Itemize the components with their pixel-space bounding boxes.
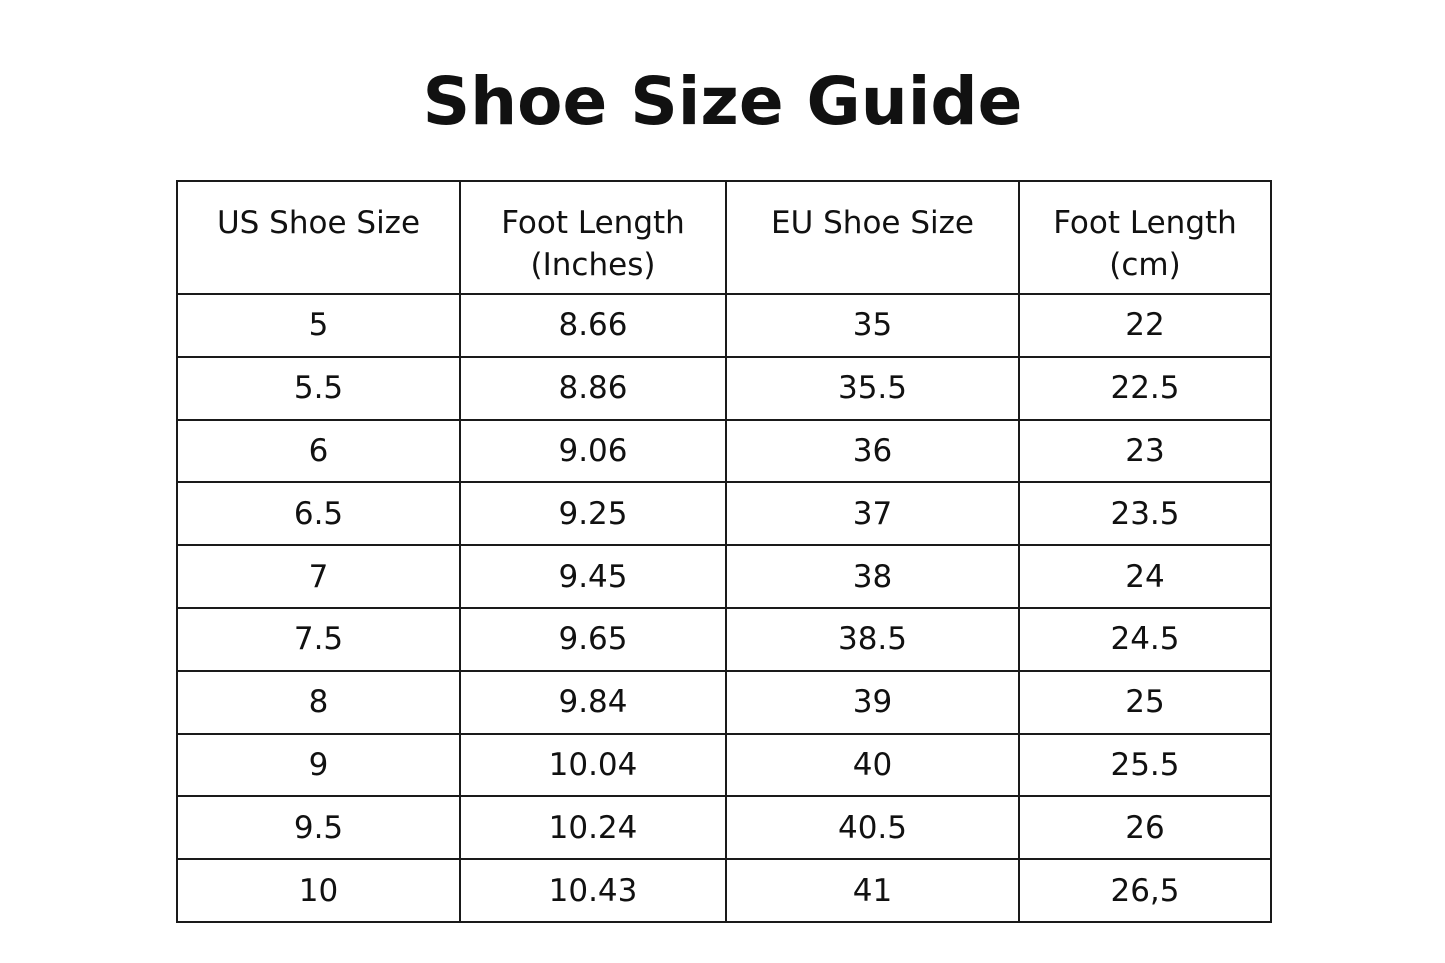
table-cell: 35 — [725, 293, 1020, 358]
table-cell: 9.84 — [459, 669, 727, 735]
shoe-size-table: US Shoe Size Foot Length (Inches) EU Shoe … — [176, 180, 1272, 923]
table-cell: 9.45 — [459, 544, 727, 609]
table-row: 6.5 9.25 37 23.5 — [176, 481, 1272, 547]
column-header: EU Shoe Size — [725, 180, 1020, 295]
table-cell: 7 — [176, 544, 461, 609]
table-row: 7.5 9.65 38.5 24.5 — [176, 606, 1272, 672]
table-row: 6 9.06 36 23 — [176, 418, 1272, 484]
table-cell: 5.5 — [176, 355, 461, 421]
table-cell: 10 — [176, 858, 461, 923]
table-cell: 9.65 — [459, 606, 727, 672]
table-cell: 5 — [176, 293, 461, 358]
table-cell: 7.5 — [176, 606, 461, 672]
table-cell: 9.25 — [459, 481, 727, 547]
table-cell: 10.04 — [459, 732, 727, 798]
table-cell: 24.5 — [1018, 606, 1272, 672]
table-cell: 10.43 — [459, 858, 727, 923]
table-row: 9 10.04 40 25.5 — [176, 732, 1272, 798]
table-cell: 9.5 — [176, 795, 461, 861]
column-header: Foot Length (cm) — [1018, 180, 1272, 295]
table-cell: 8.66 — [459, 293, 727, 358]
table-cell: 26 — [1018, 795, 1272, 861]
table-row: 5 8.66 35 22 — [176, 293, 1272, 358]
table-cell: 6 — [176, 418, 461, 484]
header-row: US Shoe Size Foot Length (Inches) EU Shoe … — [176, 180, 1272, 295]
table-cell: 40.5 — [725, 795, 1020, 861]
table-cell: 36 — [725, 418, 1020, 484]
table-row: 8 9.84 39 25 — [176, 669, 1272, 735]
table-cell: 9.06 — [459, 418, 727, 484]
table-cell: 35.5 — [725, 355, 1020, 421]
table-cell: 23.5 — [1018, 481, 1272, 547]
column-header: Foot Length (Inches) — [459, 180, 727, 295]
table-cell: 8 — [176, 669, 461, 735]
table-cell: 38 — [725, 544, 1020, 609]
table-cell: 22.5 — [1018, 355, 1272, 421]
table-cell: 25.5 — [1018, 732, 1272, 798]
table-cell: 9 — [176, 732, 461, 798]
table-row: 10 10.43 41 26,5 — [176, 858, 1272, 923]
column-header: US Shoe Size — [176, 180, 461, 295]
table-row: 7 9.45 38 24 — [176, 544, 1272, 609]
table-cell: 41 — [725, 858, 1020, 923]
table-cell: 26,5 — [1018, 858, 1272, 923]
table-cell: 10.24 — [459, 795, 727, 861]
table-row: 5.5 8.86 35.5 22.5 — [176, 355, 1272, 421]
table-cell: 6.5 — [176, 481, 461, 547]
table-cell: 8.86 — [459, 355, 727, 421]
table-cell: 39 — [725, 669, 1020, 735]
table-cell: 25 — [1018, 669, 1272, 735]
table-cell: 22 — [1018, 293, 1272, 358]
table-cell: 37 — [725, 481, 1020, 547]
page-title: Shoe Size Guide — [422, 63, 1023, 140]
table-cell: 24 — [1018, 544, 1272, 609]
table-cell: 40 — [725, 732, 1020, 798]
table-row: 9.5 10.24 40.5 26 — [176, 795, 1272, 861]
table-cell: 38.5 — [725, 606, 1020, 672]
table-cell: 23 — [1018, 418, 1272, 484]
